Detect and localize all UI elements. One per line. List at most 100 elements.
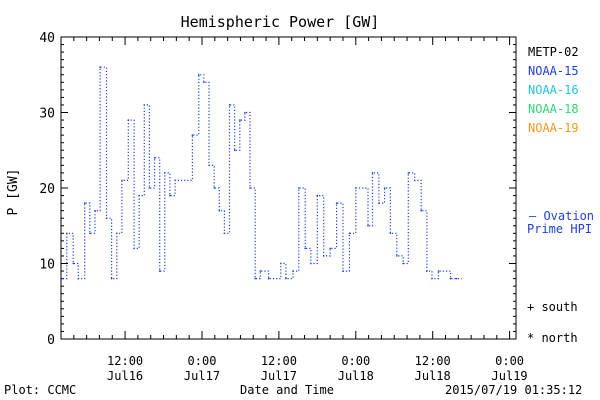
legend-item-noaa-19: NOAA-19 <box>528 121 579 135</box>
data-point <box>304 247 307 250</box>
data-point <box>329 247 332 250</box>
x-tick-label-time: 0:00 <box>188 354 217 368</box>
data-point <box>105 217 108 219</box>
data-point <box>322 255 325 257</box>
data-point <box>298 187 300 189</box>
data-point <box>213 187 215 189</box>
plot-frame <box>60 36 517 340</box>
y-tick-label: 10 <box>39 258 55 273</box>
data-point <box>449 277 452 280</box>
legend: METP-02 NOAA-15 NOAA-16 NOAA-18 NOAA-19 <box>528 45 579 135</box>
x-tick-label-time: 12:00 <box>107 354 143 368</box>
data-point <box>383 187 386 189</box>
data-point <box>371 172 374 174</box>
data-point <box>292 270 294 272</box>
y-axis: 0 10 20 30 40 <box>39 31 516 348</box>
chart-title: Hemispheric Power [GW] <box>181 13 380 31</box>
plot-border <box>60 36 517 340</box>
x-tick-label-date: Jul19 <box>492 369 528 383</box>
x-tick-label-time: 12:00 <box>415 354 451 368</box>
y-tick-label: 40 <box>39 31 55 46</box>
data-point <box>223 232 226 235</box>
data-point <box>148 187 151 189</box>
data-point <box>62 277 64 280</box>
legend-item-metp-02: METP-02 <box>528 45 579 59</box>
series-line-noaa-15 <box>62 66 462 280</box>
data-point <box>164 172 166 174</box>
data-point <box>285 277 287 280</box>
data-point <box>83 202 86 204</box>
data-point <box>94 209 96 212</box>
x-tick-label-time: 0:00 <box>341 354 370 368</box>
data-point <box>413 179 416 182</box>
data-point <box>198 74 200 76</box>
legend-item-noaa-15: NOAA-15 <box>528 64 579 78</box>
data-point <box>127 119 130 121</box>
x-axis: 12:00Jul160:00Jul1712:00Jul170:00Jul1812… <box>60 37 528 383</box>
data-point <box>174 179 176 182</box>
data-point <box>407 172 410 174</box>
data-point <box>402 262 405 265</box>
x-tick-label-time: 12:00 <box>261 354 297 368</box>
data-point <box>133 247 135 250</box>
x-tick-label-date: Jul17 <box>261 369 297 383</box>
data-point <box>396 255 398 257</box>
x-axis-label: Date and Time <box>240 383 334 397</box>
x-tick-label-date: Jul16 <box>107 369 143 383</box>
data-point <box>169 194 171 197</box>
data-point <box>420 209 423 212</box>
x-tick-label-date: Jul17 <box>184 369 220 383</box>
footer-credit: Plot: CCMC <box>4 383 76 397</box>
data-point <box>77 277 80 280</box>
data-point <box>348 232 351 235</box>
data-point <box>233 149 236 152</box>
data-point <box>66 232 68 235</box>
y-tick-label: 0 <box>47 333 55 348</box>
data-point <box>99 66 101 68</box>
data-point <box>254 277 256 280</box>
legend-item-noaa-16: NOAA-16 <box>528 83 579 97</box>
legend-item-noaa-18: NOAA-18 <box>528 102 579 116</box>
south-marker-label: + south <box>527 300 578 314</box>
data-point <box>426 270 428 272</box>
data-point <box>431 277 433 280</box>
y-tick-label: 20 <box>39 182 55 197</box>
data-point <box>355 187 357 189</box>
data-point <box>249 187 251 189</box>
data-point <box>259 270 262 272</box>
x-tick-label-time: 0:00 <box>495 354 524 368</box>
data-point <box>342 270 344 272</box>
data-point <box>267 277 270 280</box>
data-point <box>153 157 156 159</box>
data-point <box>218 209 221 212</box>
data-point <box>378 202 380 204</box>
data-point <box>316 194 319 197</box>
y-axis-label: P [GW] <box>6 169 21 216</box>
data-point <box>310 262 312 265</box>
ovation-prime-hpi-label: – Ovation Prime HPI <box>527 209 600 236</box>
data-point <box>335 202 338 204</box>
x-tick-label-date: Jul18 <box>338 369 374 383</box>
data-point <box>455 277 458 280</box>
y-tick-label: 30 <box>39 107 55 122</box>
data-point <box>116 232 118 235</box>
data-point <box>367 225 369 227</box>
data-point <box>110 277 113 280</box>
data-point <box>280 262 282 265</box>
data-point <box>191 134 194 136</box>
series-layer <box>62 66 462 280</box>
data-point <box>143 104 146 106</box>
data-point <box>121 179 123 182</box>
data-point <box>89 232 91 235</box>
data-point <box>72 262 74 265</box>
data-point <box>208 164 210 167</box>
data-point <box>158 270 161 272</box>
footer-timestamp: 2015/07/19 01:35:12 <box>445 383 582 397</box>
data-point <box>437 270 440 272</box>
north-marker-label: * north <box>527 331 578 345</box>
data-point <box>228 104 231 106</box>
data-point <box>203 81 205 84</box>
data-point <box>244 111 246 114</box>
data-point <box>138 194 140 197</box>
